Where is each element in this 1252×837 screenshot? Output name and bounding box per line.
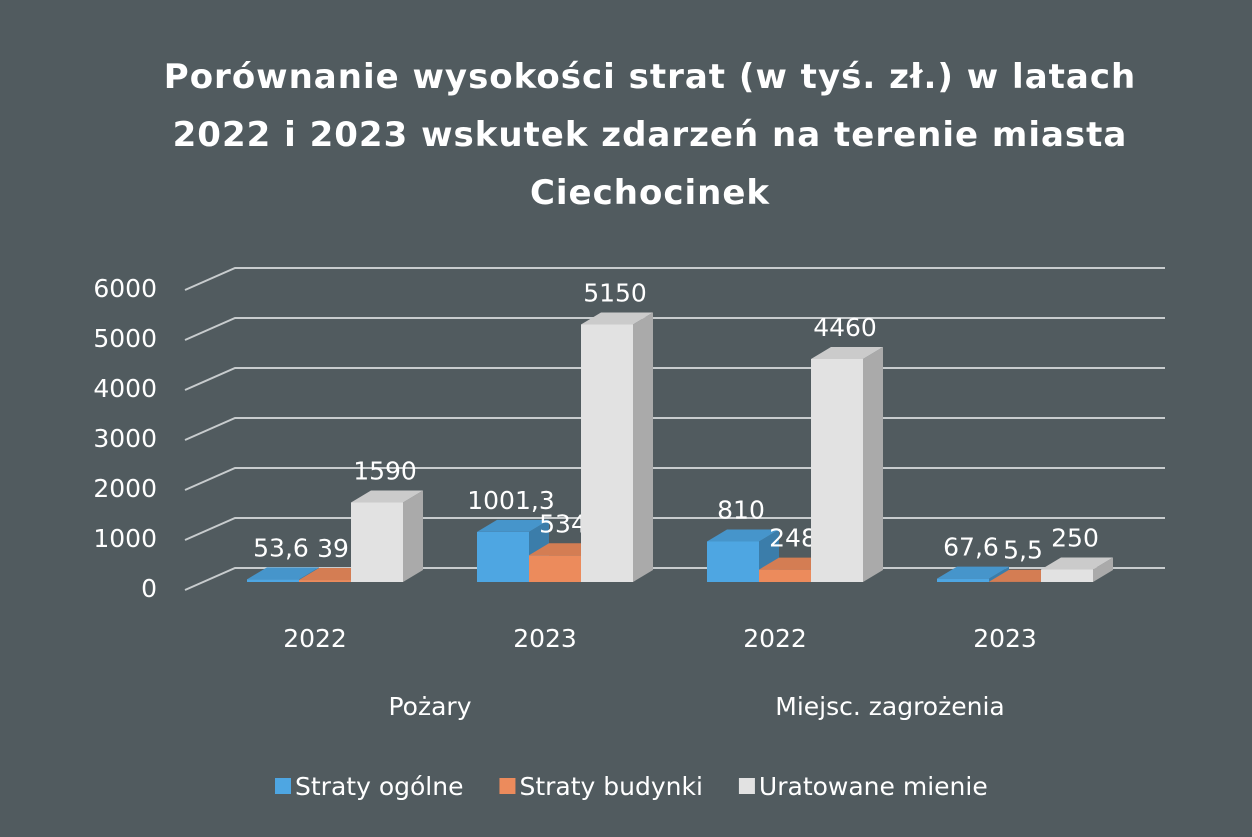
legend-swatch (499, 778, 516, 794)
y-tick-label: 1000 (93, 524, 157, 553)
bar-top (811, 347, 883, 359)
data-label: 1001,3 (467, 486, 554, 515)
x-tick-label: 2023 (513, 624, 577, 653)
bar (937, 578, 989, 582)
bar-side (1093, 557, 1113, 582)
data-label: 67,6 (943, 533, 999, 562)
bar-side (863, 347, 883, 582)
x-tick-label: 2023 (973, 624, 1037, 653)
chart-title: Porównanie wysokości strat (w tyś. zł.) … (163, 57, 1137, 213)
data-label: 248 (769, 524, 817, 553)
bar-side (633, 312, 653, 582)
bar-top (351, 490, 423, 503)
bar-top (937, 566, 1009, 579)
legend-label: Straty budynki (519, 772, 702, 801)
data-label: 250 (1051, 524, 1099, 553)
group-label: Pożary (389, 692, 472, 721)
bar-top (477, 519, 549, 532)
bar (477, 531, 529, 582)
bar-side (403, 490, 423, 582)
x-tick-label: 2022 (743, 624, 807, 653)
legend-swatch (738, 778, 755, 794)
data-label: 53,6 (253, 533, 309, 562)
x-tick-label: 2022 (283, 624, 347, 653)
y-tick-label: 4000 (93, 374, 157, 403)
y-tick-label: 6000 (93, 274, 157, 303)
group-label: Miejsc. zagrożenia (775, 692, 1004, 721)
bar-top (247, 567, 319, 580)
y-tick-label: 2000 (93, 474, 157, 503)
legend-swatch (275, 778, 291, 794)
bar (529, 555, 581, 582)
grid-line (184, 367, 1165, 391)
bar-top (707, 529, 779, 542)
bar-side (989, 566, 1009, 582)
bar (581, 324, 633, 582)
y-tick-label: 3000 (93, 424, 157, 453)
grid-line (184, 267, 1165, 291)
data-label: 1590 (353, 457, 417, 486)
bar (1041, 569, 1093, 582)
bar (247, 579, 299, 582)
bar (811, 359, 863, 582)
grid-line (184, 317, 1165, 341)
y-tick-label: 0 (141, 574, 157, 603)
legend-label: Straty ogólne (295, 772, 463, 801)
grid-line (184, 417, 1165, 441)
data-label: 5150 (583, 279, 647, 308)
bar (299, 580, 351, 582)
bar-top (1041, 557, 1113, 570)
data-label: 4460 (813, 313, 877, 342)
grid-line (184, 467, 1165, 491)
legend-label: Uratowane mienie (759, 772, 988, 801)
bar (759, 569, 811, 582)
data-label: 5,5 (1003, 536, 1043, 565)
data-label: 534 (539, 509, 587, 538)
bar (351, 502, 403, 582)
data-label: 39 (317, 534, 349, 563)
bar (707, 541, 759, 582)
data-label: 810 (717, 496, 765, 525)
y-tick-label: 5000 (93, 324, 157, 353)
bar-top (581, 312, 653, 325)
